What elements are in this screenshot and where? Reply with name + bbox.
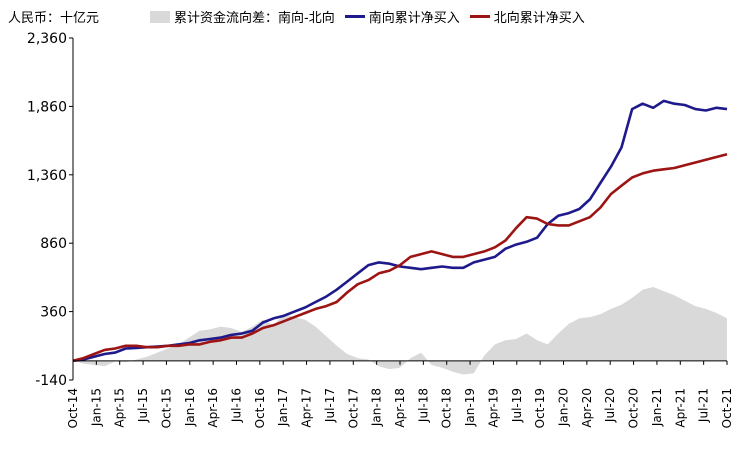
x-tick-label: Jan-16 bbox=[183, 388, 197, 427]
x-tick-label: Jan-17 bbox=[276, 388, 290, 427]
area-series-group bbox=[73, 287, 727, 375]
x-tick-label: Oct-15 bbox=[159, 388, 173, 428]
x-tick-label: Oct-21 bbox=[720, 388, 734, 428]
legend: 累计资金流向差：南向-北向 南向累计净买入 北向累计净买入 bbox=[150, 7, 595, 26]
line-series-group bbox=[72, 99, 728, 363]
x-tick-label: Oct-14 bbox=[66, 388, 80, 428]
legend-label-area: 累计资金流向差：南向-北向 bbox=[174, 11, 335, 26]
area-series-flow-diff bbox=[73, 287, 727, 375]
unit-label: 人民币：十亿元 bbox=[8, 11, 100, 26]
x-tick-label: Oct-16 bbox=[253, 388, 267, 428]
x-tick-label: Oct-19 bbox=[533, 388, 547, 428]
y-tick-label: 860 bbox=[40, 236, 67, 252]
y-tick-label: 1,860 bbox=[27, 99, 67, 115]
x-tick-label: Jul-16 bbox=[230, 388, 244, 423]
legend-item-north: 北向累计净买入 bbox=[469, 7, 585, 26]
x-tick-label: Apr-18 bbox=[393, 388, 407, 428]
x-tick-label: Apr-15 bbox=[113, 388, 127, 428]
x-tick-label: Apr-21 bbox=[673, 388, 687, 428]
legend-label-south: 南向累计净买入 bbox=[368, 11, 460, 26]
legend-swatch-area bbox=[150, 10, 170, 23]
x-tick-label: Apr-20 bbox=[580, 388, 594, 428]
y-tick-label: 1,360 bbox=[27, 168, 67, 184]
y-tick-label: -140 bbox=[35, 373, 67, 389]
y-tick-label: 360 bbox=[40, 305, 67, 321]
x-tick-label: Jan-18 bbox=[370, 388, 384, 427]
x-tick-label: Jul-18 bbox=[416, 388, 430, 423]
x-tick-label: Oct-20 bbox=[627, 388, 641, 428]
legend-swatch-north bbox=[469, 15, 490, 18]
x-tick-label: Jan-20 bbox=[557, 388, 571, 427]
x-tick-label: Oct-18 bbox=[440, 388, 454, 428]
x-tick-label: Jan-21 bbox=[650, 388, 664, 427]
x-tick-label: Jul-21 bbox=[697, 388, 711, 423]
legend-label-north: 北向累计净买入 bbox=[493, 11, 585, 26]
x-tick-label: Jul-20 bbox=[603, 388, 617, 423]
x-tick-label: Jul-15 bbox=[136, 388, 150, 423]
y-tick-label: 2,360 bbox=[27, 31, 67, 47]
x-tick-label: Apr-17 bbox=[300, 388, 314, 428]
x-tick-label: Jul-19 bbox=[510, 388, 524, 423]
x-tick-label: Jan-19 bbox=[463, 388, 477, 427]
legend-item-area: 累计资金流向差：南向-北向 bbox=[150, 7, 335, 26]
legend-swatch-south bbox=[344, 15, 365, 18]
x-tick-label: Oct-17 bbox=[346, 388, 360, 428]
x-tick-label: Apr-16 bbox=[206, 388, 220, 428]
x-tick-label: Apr-19 bbox=[486, 388, 500, 428]
line-series-northbound bbox=[72, 153, 728, 363]
x-tick-label: Jan-15 bbox=[89, 388, 103, 427]
legend-item-south: 南向累计净买入 bbox=[344, 7, 460, 26]
x-tick-label: Jul-17 bbox=[323, 388, 337, 423]
